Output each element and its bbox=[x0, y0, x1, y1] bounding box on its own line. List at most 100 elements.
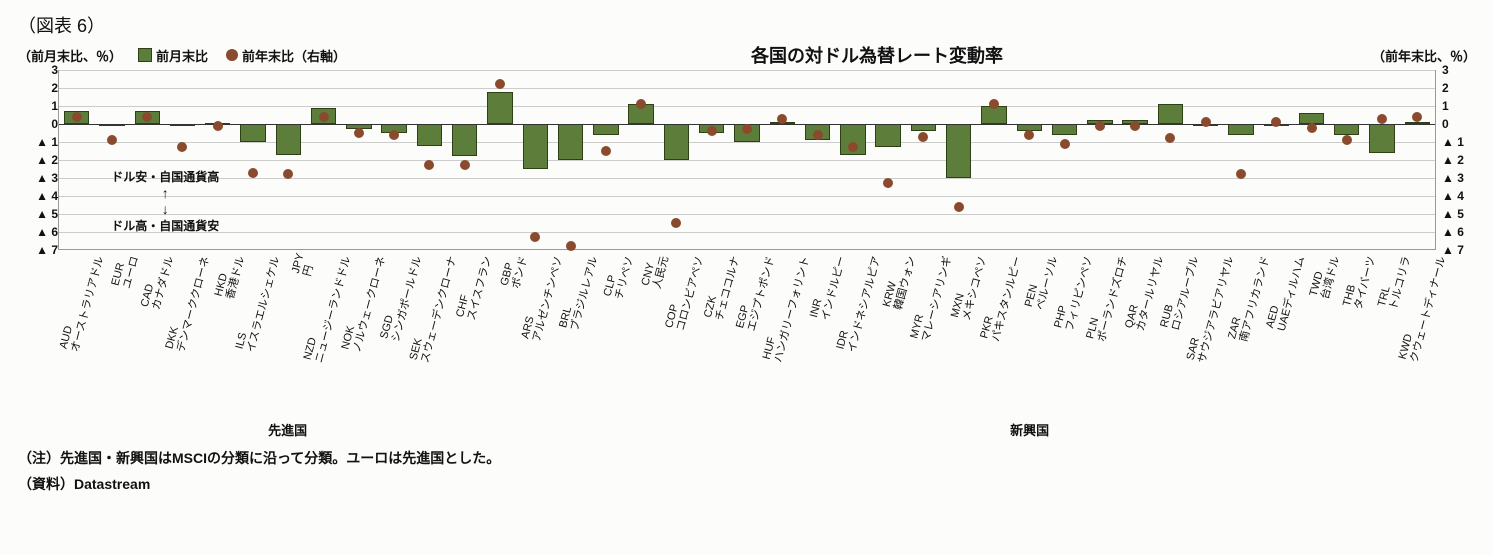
bar bbox=[487, 92, 512, 124]
chart-title: 各国の対ドル為替レート変動率 bbox=[398, 42, 1356, 68]
bar bbox=[1158, 104, 1183, 124]
x-axis-label: INRインドルピー bbox=[808, 252, 848, 322]
bar-slot bbox=[165, 70, 200, 249]
x-axis-label: THBタイバーツ bbox=[1341, 252, 1378, 311]
y-tick-left: ▲ 3 bbox=[18, 172, 58, 184]
bar-slot bbox=[518, 70, 553, 249]
bar-slot bbox=[482, 70, 517, 249]
y-tick-right: ▲ 5 bbox=[1436, 208, 1476, 220]
bar-slot bbox=[765, 70, 800, 249]
x-axis-label: KRW韓国ウォン bbox=[881, 252, 919, 311]
bar-slot bbox=[1294, 70, 1329, 249]
y-tick-right: ▲ 7 bbox=[1436, 244, 1476, 256]
data-dot bbox=[72, 112, 82, 122]
legend: 前月末比 前年末比（右軸） bbox=[138, 46, 398, 65]
plot-area: ドル安・自国通貨高 ↑ ↓ ドル高・自国通貨安 bbox=[58, 70, 1436, 250]
bar-slot bbox=[1188, 70, 1223, 249]
data-dot bbox=[389, 130, 399, 140]
data-dot bbox=[213, 121, 223, 131]
data-dot bbox=[707, 126, 717, 136]
data-dot bbox=[1095, 121, 1105, 131]
bar-slot bbox=[588, 70, 623, 249]
x-axis-label: BRLブラジルレアル bbox=[558, 252, 601, 332]
bar-slot bbox=[235, 70, 270, 249]
bar-slot bbox=[553, 70, 588, 249]
y-tick-left: ▲ 5 bbox=[18, 208, 58, 220]
y-tick-left: ▲ 4 bbox=[18, 190, 58, 202]
y-tick-right: ▲ 3 bbox=[1436, 172, 1476, 184]
bar-slot bbox=[377, 70, 412, 249]
data-dot bbox=[848, 142, 858, 152]
bar-slot bbox=[1082, 70, 1117, 249]
bar-slot bbox=[1047, 70, 1082, 249]
data-dot bbox=[530, 232, 540, 242]
bar-slot bbox=[729, 70, 764, 249]
y-tick-right: ▲ 1 bbox=[1436, 136, 1476, 148]
bar-slot bbox=[1223, 70, 1258, 249]
data-dot bbox=[354, 128, 364, 138]
bar-slot bbox=[1117, 70, 1152, 249]
x-axis-label: EURユーロ bbox=[110, 252, 142, 290]
figure-label: （図表 6） bbox=[18, 12, 1476, 38]
x-axis-label: COPコロンビアペソ bbox=[664, 252, 707, 332]
x-axis-label: CNY人民元 bbox=[640, 252, 672, 290]
data-dot bbox=[918, 132, 928, 142]
data-dot bbox=[566, 241, 576, 251]
bar-slot bbox=[59, 70, 94, 249]
data-dot bbox=[1342, 135, 1352, 145]
data-dot bbox=[1201, 117, 1211, 127]
data-dot bbox=[601, 146, 611, 156]
data-dot bbox=[460, 160, 470, 170]
bar bbox=[946, 124, 971, 178]
x-axis-label: JPY円 bbox=[289, 252, 318, 278]
bar-slot bbox=[976, 70, 1011, 249]
data-dot bbox=[107, 135, 117, 145]
y-tick-left: 3 bbox=[18, 64, 58, 76]
y-tick-left: 2 bbox=[18, 82, 58, 94]
bar bbox=[276, 124, 301, 155]
bar bbox=[1334, 124, 1359, 135]
data-dot bbox=[283, 169, 293, 179]
x-axis-label: CZKチェココルナ bbox=[702, 252, 742, 322]
y-tick-right: 1 bbox=[1436, 100, 1476, 112]
data-dot bbox=[636, 99, 646, 109]
data-dot bbox=[424, 160, 434, 170]
bar-slot bbox=[870, 70, 905, 249]
data-dot bbox=[495, 79, 505, 89]
bars-layer bbox=[59, 70, 1435, 249]
bar bbox=[1052, 124, 1077, 135]
data-dot bbox=[1130, 121, 1140, 131]
bar-slot bbox=[1012, 70, 1047, 249]
legend-dot: 前年末比（右軸） bbox=[226, 46, 346, 65]
data-dot bbox=[1307, 123, 1317, 133]
chart-area: 3210▲ 1▲ 2▲ 3▲ 4▲ 5▲ 6▲ 7 ドル安・自国通貨高 ↑ ↓ … bbox=[18, 70, 1476, 250]
data-dot bbox=[883, 178, 893, 188]
y-tick-left: ▲ 2 bbox=[18, 154, 58, 166]
y-tick-left: ▲ 6 bbox=[18, 226, 58, 238]
y-tick-left: 0 bbox=[18, 118, 58, 130]
x-axis-label: CHFスイスフラン bbox=[454, 252, 494, 322]
data-dot bbox=[248, 168, 258, 178]
bar bbox=[558, 124, 583, 160]
data-dot bbox=[1024, 130, 1034, 140]
chart-header: （前月末比、％） 前月末比 前年末比（右軸） 各国の対ドル為替レート変動率 （前… bbox=[18, 42, 1476, 68]
bar bbox=[523, 124, 548, 169]
data-dot bbox=[777, 114, 787, 124]
legend-bar-label: 前月末比 bbox=[156, 46, 208, 65]
bar bbox=[417, 124, 442, 146]
y-axis-left: 3210▲ 1▲ 2▲ 3▲ 4▲ 5▲ 6▲ 7 bbox=[18, 70, 58, 250]
x-axis-label: PENペルーソル bbox=[1022, 252, 1060, 311]
x-axis-label: TWD台湾ドル bbox=[1308, 252, 1343, 301]
data-dot bbox=[813, 130, 823, 140]
bar bbox=[1228, 124, 1253, 135]
data-dot bbox=[742, 124, 752, 134]
x-axis-label: HKD香港ドル bbox=[213, 252, 248, 301]
bar-slot bbox=[130, 70, 165, 249]
bar-slot bbox=[800, 70, 835, 249]
bar-slot bbox=[835, 70, 870, 249]
data-dot bbox=[142, 112, 152, 122]
y-tick-left: ▲ 7 bbox=[18, 244, 58, 256]
bar bbox=[664, 124, 689, 160]
data-dot bbox=[319, 112, 329, 122]
bar-swatch-icon bbox=[138, 48, 152, 62]
